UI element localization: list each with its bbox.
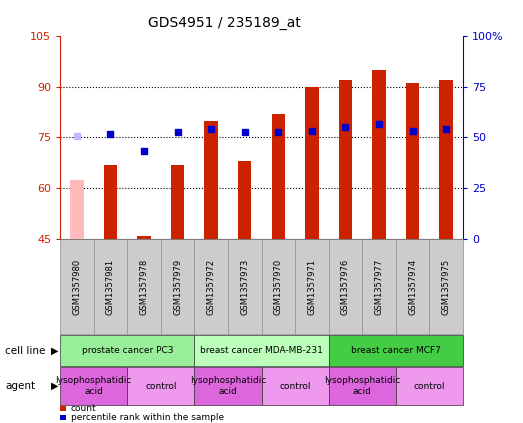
Text: GSM1357979: GSM1357979 <box>173 258 182 315</box>
Text: ▶: ▶ <box>51 381 59 391</box>
Bar <box>406 83 419 239</box>
Bar <box>238 161 252 239</box>
Text: GDS4951 / 235189_at: GDS4951 / 235189_at <box>149 16 301 30</box>
Text: GSM1357976: GSM1357976 <box>341 258 350 315</box>
Bar <box>204 121 218 239</box>
Text: control: control <box>145 382 177 391</box>
Text: agent: agent <box>5 381 36 391</box>
Bar <box>372 70 385 239</box>
Text: control: control <box>279 382 311 391</box>
Text: GSM1357973: GSM1357973 <box>240 258 249 315</box>
Text: breast cancer MCF7: breast cancer MCF7 <box>351 346 441 355</box>
Text: lysophosphatidic
acid: lysophosphatidic acid <box>190 376 266 396</box>
Text: GSM1357980: GSM1357980 <box>72 258 82 315</box>
Bar <box>305 87 319 239</box>
Bar <box>70 180 84 239</box>
Bar <box>339 80 352 239</box>
Text: cell line: cell line <box>5 346 46 356</box>
Bar <box>171 165 184 239</box>
Bar <box>271 114 285 239</box>
Text: GSM1357971: GSM1357971 <box>308 258 316 315</box>
Text: GSM1357972: GSM1357972 <box>207 258 215 315</box>
Text: GSM1357978: GSM1357978 <box>140 258 149 315</box>
Text: percentile rank within the sample: percentile rank within the sample <box>71 413 224 423</box>
Text: control: control <box>414 382 445 391</box>
Text: GSM1357974: GSM1357974 <box>408 258 417 315</box>
Text: lysophosphatidic
acid: lysophosphatidic acid <box>55 376 132 396</box>
Text: GSM1357981: GSM1357981 <box>106 258 115 315</box>
Text: breast cancer MDA-MB-231: breast cancer MDA-MB-231 <box>200 346 323 355</box>
Text: count: count <box>71 404 96 413</box>
Text: GSM1357975: GSM1357975 <box>441 258 451 315</box>
Text: GSM1357977: GSM1357977 <box>374 258 383 315</box>
Bar <box>104 165 117 239</box>
Bar <box>138 236 151 239</box>
Text: GSM1357970: GSM1357970 <box>274 258 283 315</box>
Text: prostate cancer PC3: prostate cancer PC3 <box>82 346 173 355</box>
Text: lysophosphatidic
acid: lysophosphatidic acid <box>324 376 401 396</box>
Bar <box>439 80 453 239</box>
Text: ▶: ▶ <box>51 346 59 356</box>
